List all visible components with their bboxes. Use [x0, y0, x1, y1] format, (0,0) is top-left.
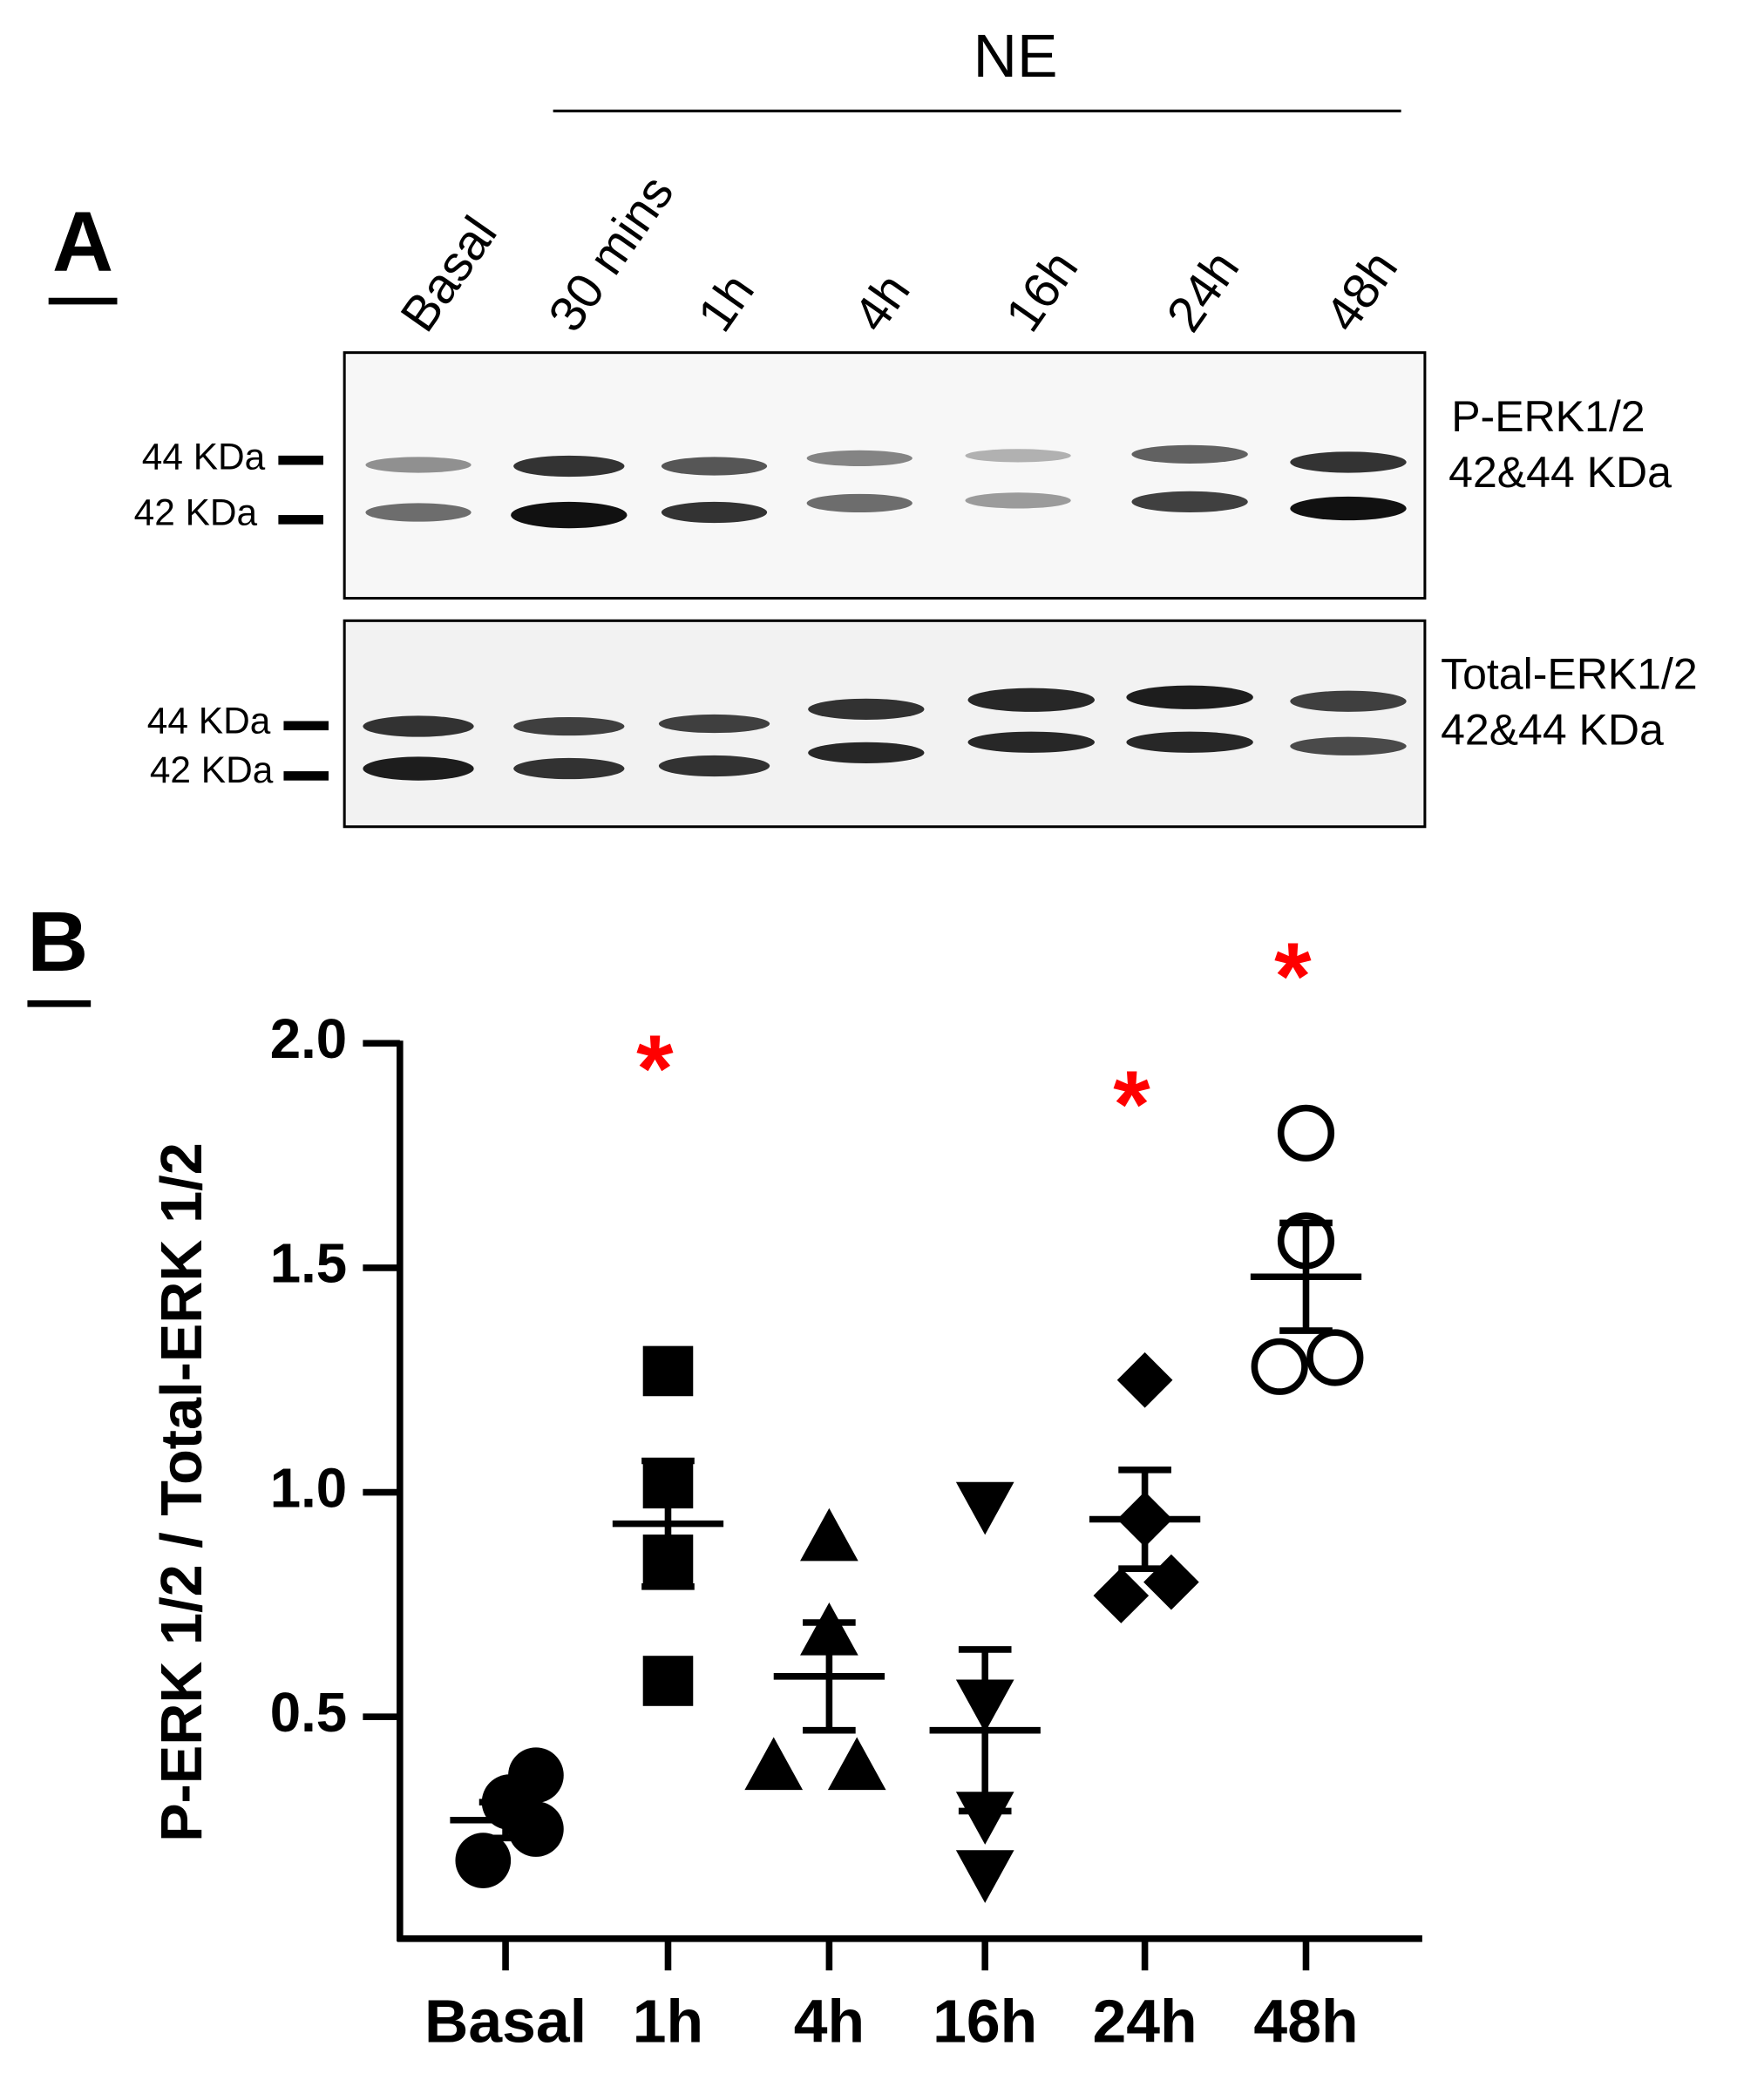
band	[1131, 444, 1248, 464]
y-tick-label: 1.5	[270, 1233, 347, 1295]
band	[1290, 690, 1407, 712]
point	[1116, 1352, 1173, 1408]
band	[806, 450, 913, 466]
point	[642, 1656, 694, 1706]
lane-label: 24h	[1157, 241, 1251, 342]
point	[955, 1792, 1014, 1845]
point	[642, 1345, 694, 1397]
lane-label: 16h	[995, 241, 1089, 342]
marker-tick	[278, 515, 323, 525]
y-tick-label: 1.0	[270, 1457, 347, 1519]
point	[955, 1850, 1014, 1903]
band	[965, 492, 1071, 509]
band	[661, 501, 768, 524]
band	[808, 742, 925, 763]
band	[365, 503, 472, 522]
y-tick-label: 2.0	[270, 1008, 347, 1070]
blot-total-erk	[343, 619, 1427, 829]
lane-label: 1h	[688, 264, 765, 342]
point	[955, 1481, 1014, 1535]
size-label: 42&44 KDa	[1449, 448, 1672, 497]
x-tick-label: 48h	[1253, 1987, 1358, 2055]
marker-label: 44 KDa	[142, 437, 266, 478]
band	[1290, 451, 1407, 473]
y-tick-label: 0.5	[270, 1682, 347, 1744]
lane-label: 30 mins	[538, 166, 684, 342]
band	[658, 714, 770, 734]
bands	[363, 444, 1407, 781]
band	[661, 457, 768, 476]
size-label: 42&44 KDa	[1441, 705, 1664, 754]
lane-labels: Basal 30 mins 1h 4h 16h 24h 48h	[390, 166, 1408, 342]
point	[455, 1833, 512, 1888]
marker-tick	[283, 771, 329, 781]
band	[1131, 491, 1248, 513]
point	[1143, 1554, 1199, 1610]
band	[513, 716, 625, 736]
point	[1093, 1568, 1150, 1623]
band	[965, 449, 1071, 463]
point	[508, 1801, 564, 1857]
protein-label: P-ERK1/2	[1451, 392, 1645, 441]
x-tick-label: 4h	[794, 1987, 865, 2055]
point	[744, 1737, 804, 1791]
significance-mark: *	[1113, 1052, 1150, 1158]
band	[1126, 685, 1253, 709]
band	[806, 493, 913, 513]
band	[513, 455, 625, 478]
significance-mark: *	[636, 1016, 674, 1122]
marker-label: 42 KDa	[150, 749, 274, 790]
panel-label: A	[52, 194, 113, 289]
band	[511, 501, 628, 529]
point	[827, 1737, 886, 1791]
x-tick-label: Basal	[424, 1987, 587, 2055]
x-tick-label: 16h	[933, 1987, 1037, 2055]
band	[1290, 496, 1407, 521]
lane-label: 48h	[1315, 241, 1409, 342]
lane-label: 4h	[844, 264, 921, 342]
point	[508, 1747, 564, 1804]
panel-label: B	[27, 894, 88, 989]
band	[1290, 736, 1407, 755]
point	[1306, 1329, 1364, 1386]
y-axis-label: P-ERK 1/2 / Total-ERK 1/2	[150, 1142, 214, 1842]
blot-p-erk	[343, 351, 1427, 600]
band	[363, 715, 474, 737]
band	[967, 688, 1096, 712]
marker-label: 44 KDa	[147, 701, 271, 742]
band	[808, 698, 925, 720]
protein-label: Total-ERK1/2	[1441, 650, 1698, 699]
band	[513, 757, 625, 780]
x-tick-label: 1h	[633, 1987, 703, 2055]
band	[365, 457, 472, 473]
marker-tick	[283, 721, 329, 731]
treatment-label: NE	[974, 22, 1058, 90]
point	[1277, 1104, 1335, 1162]
band	[363, 756, 474, 781]
point	[800, 1507, 858, 1562]
band	[1126, 731, 1253, 753]
band	[967, 731, 1096, 753]
marker-label: 42 KDa	[134, 491, 258, 532]
marker-tick	[278, 455, 323, 465]
lane-label: Basal	[390, 207, 508, 342]
plot: 0.5 1.0 1.5 2.0 Basal 1h 4h 16h 24h 48h * * *	[270, 924, 1364, 2055]
point	[1251, 1338, 1308, 1395]
significance-mark: *	[1274, 924, 1312, 1030]
x-tick-label: 24h	[1093, 1987, 1197, 2055]
band	[658, 755, 770, 777]
